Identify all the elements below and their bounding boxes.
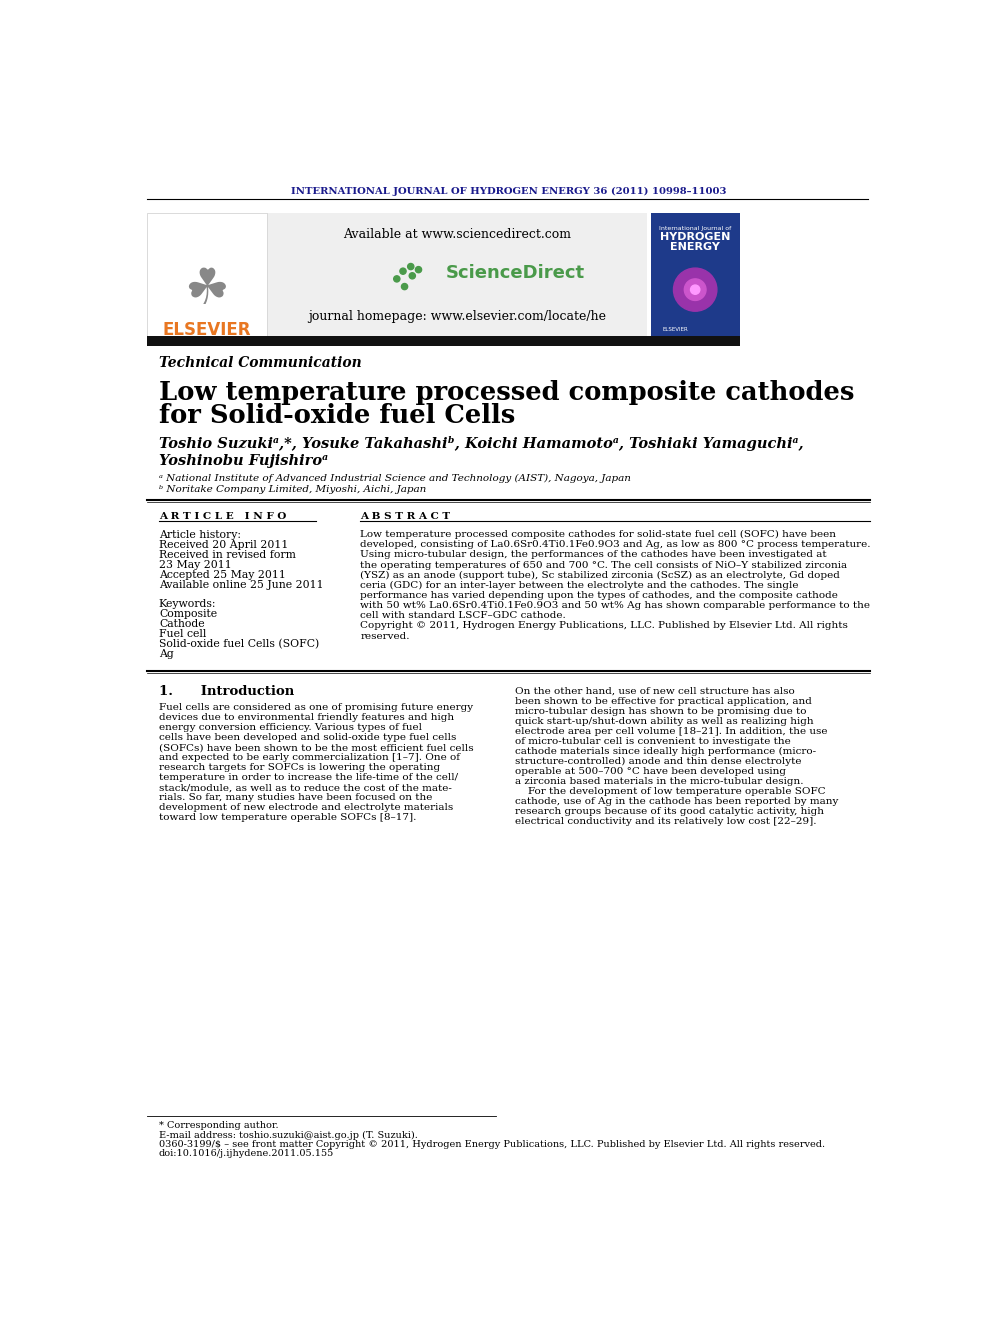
Text: micro-tubular design has shown to be promising due to: micro-tubular design has shown to be pro… xyxy=(516,706,806,716)
Text: ENERGY: ENERGY xyxy=(671,242,720,253)
Text: the operating temperatures of 650 and 700 °C. The cell consists of NiO–Y stabili: the operating temperatures of 650 and 70… xyxy=(360,561,847,569)
Text: structure-controlled) anode and thin dense electrolyte: structure-controlled) anode and thin den… xyxy=(516,757,802,766)
Circle shape xyxy=(408,263,414,270)
Text: Yoshinobu Fujishiroᵃ: Yoshinobu Fujishiroᵃ xyxy=(159,454,328,468)
Text: Solid-oxide fuel Cells (SOFC): Solid-oxide fuel Cells (SOFC) xyxy=(159,639,319,650)
Text: journal homepage: www.elsevier.com/locate/he: journal homepage: www.elsevier.com/locat… xyxy=(309,310,606,323)
Text: research targets for SOFCs is lowering the operating: research targets for SOFCs is lowering t… xyxy=(159,763,440,773)
Circle shape xyxy=(409,273,416,279)
Text: stack/module, as well as to reduce the cost of the mate-: stack/module, as well as to reduce the c… xyxy=(159,783,451,792)
Text: of micro-tubular cell is convenient to investigate the: of micro-tubular cell is convenient to i… xyxy=(516,737,792,746)
Text: Toshio Suzukiᵃ,*, Yosuke Takahashiᵇ, Koichi Hamamotoᵃ, Toshiaki Yamaguchiᵃ,: Toshio Suzukiᵃ,*, Yosuke Takahashiᵇ, Koi… xyxy=(159,437,804,451)
Text: Copyright © 2011, Hydrogen Energy Publications, LLC. Published by Elsevier Ltd. : Copyright © 2011, Hydrogen Energy Public… xyxy=(360,622,848,631)
Text: for Solid-oxide fuel Cells: for Solid-oxide fuel Cells xyxy=(159,402,515,427)
Text: toward low temperature operable SOFCs [8–17].: toward low temperature operable SOFCs [8… xyxy=(159,814,417,823)
Text: temperature in order to increase the life-time of the cell/: temperature in order to increase the lif… xyxy=(159,774,458,782)
Text: Received in revised form: Received in revised form xyxy=(159,549,296,560)
Text: Keywords:: Keywords: xyxy=(159,599,216,609)
Text: Low temperature processed composite cathodes: Low temperature processed composite cath… xyxy=(159,380,854,405)
Text: Technical Communication: Technical Communication xyxy=(159,356,362,370)
Text: ᵃ National Institute of Advanced Industrial Science and Technology (AIST), Nagoy: ᵃ National Institute of Advanced Industr… xyxy=(159,474,631,483)
Text: International Journal of: International Journal of xyxy=(659,225,731,230)
Text: been shown to be effective for practical application, and: been shown to be effective for practical… xyxy=(516,697,812,706)
Text: (SOFCs) have been shown to be the most efficient fuel cells: (SOFCs) have been shown to be the most e… xyxy=(159,744,473,753)
Text: For the development of low temperature operable SOFC: For the development of low temperature o… xyxy=(516,787,826,796)
Text: Accepted 25 May 2011: Accepted 25 May 2011 xyxy=(159,570,286,579)
Text: operable at 500–700 °C have been developed using: operable at 500–700 °C have been develop… xyxy=(516,767,787,777)
Text: ceria (GDC) for an inter-layer between the electrolyte and the cathodes. The sin: ceria (GDC) for an inter-layer between t… xyxy=(360,581,799,590)
Text: * Corresponding author.: * Corresponding author. xyxy=(159,1122,279,1130)
Text: ELSEVIER: ELSEVIER xyxy=(663,327,688,332)
Text: Cathode: Cathode xyxy=(159,619,204,628)
Bar xyxy=(268,213,647,336)
Circle shape xyxy=(684,279,706,300)
Bar xyxy=(147,213,268,336)
Text: Available online 25 June 2011: Available online 25 June 2011 xyxy=(159,579,323,590)
Text: Composite: Composite xyxy=(159,609,217,619)
Text: electrode area per cell volume [18–21]. In addition, the use: electrode area per cell volume [18–21]. … xyxy=(516,728,828,736)
Bar xyxy=(147,336,740,345)
Circle shape xyxy=(400,269,406,274)
Circle shape xyxy=(402,283,408,290)
Text: Received 20 April 2011: Received 20 April 2011 xyxy=(159,540,289,549)
Text: electrical conductivity and its relatively low cost [22–29].: electrical conductivity and its relative… xyxy=(516,818,816,827)
Text: ScienceDirect: ScienceDirect xyxy=(445,263,584,282)
Text: 1.      Introduction: 1. Introduction xyxy=(159,685,294,699)
Text: development of new electrode and electrolyte materials: development of new electrode and electro… xyxy=(159,803,453,812)
Text: reserved.: reserved. xyxy=(360,631,410,640)
Text: INTERNATIONAL JOURNAL OF HYDROGEN ENERGY 36 (2011) 10998–11003: INTERNATIONAL JOURNAL OF HYDROGEN ENERGY… xyxy=(291,187,726,196)
Text: energy conversion efficiency. Various types of fuel: energy conversion efficiency. Various ty… xyxy=(159,724,422,733)
Text: rials. So far, many studies have been focused on the: rials. So far, many studies have been fo… xyxy=(159,794,433,802)
Text: (YSZ) as an anode (support tube), Sc stabilized zirconia (ScSZ) as an electrolyt: (YSZ) as an anode (support tube), Sc sta… xyxy=(360,570,840,579)
Text: A R T I C L E   I N F O: A R T I C L E I N F O xyxy=(159,512,287,520)
Text: doi:10.1016/j.ijhydene.2011.05.155: doi:10.1016/j.ijhydene.2011.05.155 xyxy=(159,1150,334,1158)
Text: On the other hand, use of new cell structure has also: On the other hand, use of new cell struc… xyxy=(516,687,796,696)
Text: 0360-3199/$ – see front matter Copyright © 2011, Hydrogen Energy Publications, L: 0360-3199/$ – see front matter Copyright… xyxy=(159,1140,825,1148)
Text: quick start-up/shut-down ability as well as realizing high: quick start-up/shut-down ability as well… xyxy=(516,717,814,726)
Text: developed, consisting of La0.6Sr0.4Ti0.1Fe0.9O3 and Ag, as low as 800 °C process: developed, consisting of La0.6Sr0.4Ti0.1… xyxy=(360,540,871,549)
Text: Article history:: Article history: xyxy=(159,529,241,540)
Text: research groups because of its good catalytic activity, high: research groups because of its good cata… xyxy=(516,807,824,816)
Text: cathode, use of Ag in the cathode has been reported by many: cathode, use of Ag in the cathode has be… xyxy=(516,798,839,806)
Text: cell with standard LSCF–GDC cathode.: cell with standard LSCF–GDC cathode. xyxy=(360,611,566,620)
Text: ☘: ☘ xyxy=(185,266,229,314)
Text: 23 May 2011: 23 May 2011 xyxy=(159,560,231,569)
Text: ᵇ Noritake Company Limited, Miyoshi, Aichi, Japan: ᵇ Noritake Company Limited, Miyoshi, Aic… xyxy=(159,486,427,495)
Text: performance has varied depending upon the types of cathodes, and the composite c: performance has varied depending upon th… xyxy=(360,591,838,601)
Text: Ag: Ag xyxy=(159,648,174,659)
Text: ELSEVIER: ELSEVIER xyxy=(163,320,251,339)
Text: Low temperature processed composite cathodes for solid-state fuel cell (SOFC) ha: Low temperature processed composite cath… xyxy=(360,531,836,538)
Text: Available at www.sciencedirect.com: Available at www.sciencedirect.com xyxy=(343,228,571,241)
Text: with 50 wt% La0.6Sr0.4Ti0.1Fe0.9O3 and 50 wt% Ag has shown comparable performanc: with 50 wt% La0.6Sr0.4Ti0.1Fe0.9O3 and 5… xyxy=(360,601,870,610)
Text: E-mail address: toshio.suzuki@aist.go.jp (T. Suzuki).: E-mail address: toshio.suzuki@aist.go.jp… xyxy=(159,1131,418,1139)
Circle shape xyxy=(394,275,400,282)
Text: Fuel cells are considered as one of promising future energy: Fuel cells are considered as one of prom… xyxy=(159,704,473,712)
Circle shape xyxy=(416,266,422,273)
Circle shape xyxy=(690,284,699,294)
Text: cells have been developed and solid-oxide type fuel cells: cells have been developed and solid-oxid… xyxy=(159,733,456,742)
Text: Fuel cell: Fuel cell xyxy=(159,628,206,639)
Text: devices due to environmental friendly features and high: devices due to environmental friendly fe… xyxy=(159,713,454,722)
Text: Using micro-tubular design, the performances of the cathodes have been investiga: Using micro-tubular design, the performa… xyxy=(360,550,827,560)
Text: cathode materials since ideally high performance (micro-: cathode materials since ideally high per… xyxy=(516,747,816,757)
Text: HYDROGEN: HYDROGEN xyxy=(660,233,730,242)
Text: a zirconia based materials in the micro-tubular design.: a zirconia based materials in the micro-… xyxy=(516,777,804,786)
Circle shape xyxy=(674,269,717,311)
Bar xyxy=(651,213,740,336)
Text: A B S T R A C T: A B S T R A C T xyxy=(360,512,450,520)
Text: and expected to be early commercialization [1–7]. One of: and expected to be early commercializati… xyxy=(159,753,460,762)
